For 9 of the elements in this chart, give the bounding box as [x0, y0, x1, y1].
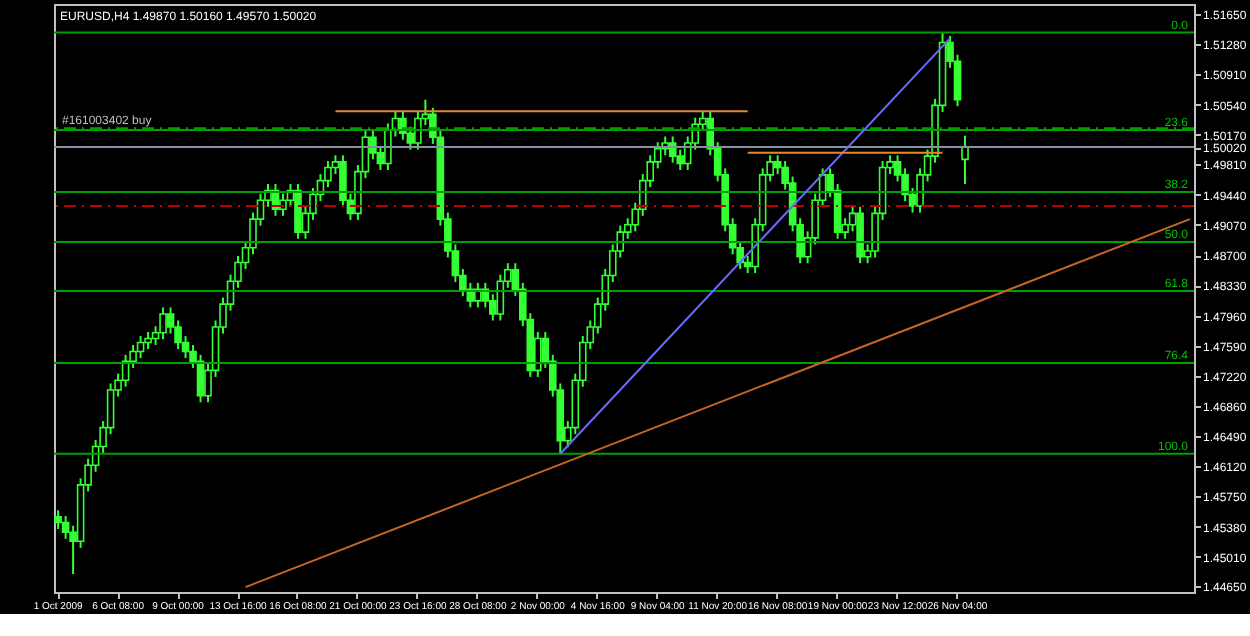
candlestick	[856, 205, 864, 265]
candlestick	[668, 135, 677, 164]
candlestick	[159, 306, 167, 341]
candlestick	[961, 134, 969, 185]
candlestick	[294, 182, 302, 240]
candlestick	[279, 192, 287, 217]
candlestick	[474, 281, 482, 309]
candlestick	[136, 335, 145, 360]
candlestick	[54, 509, 62, 531]
